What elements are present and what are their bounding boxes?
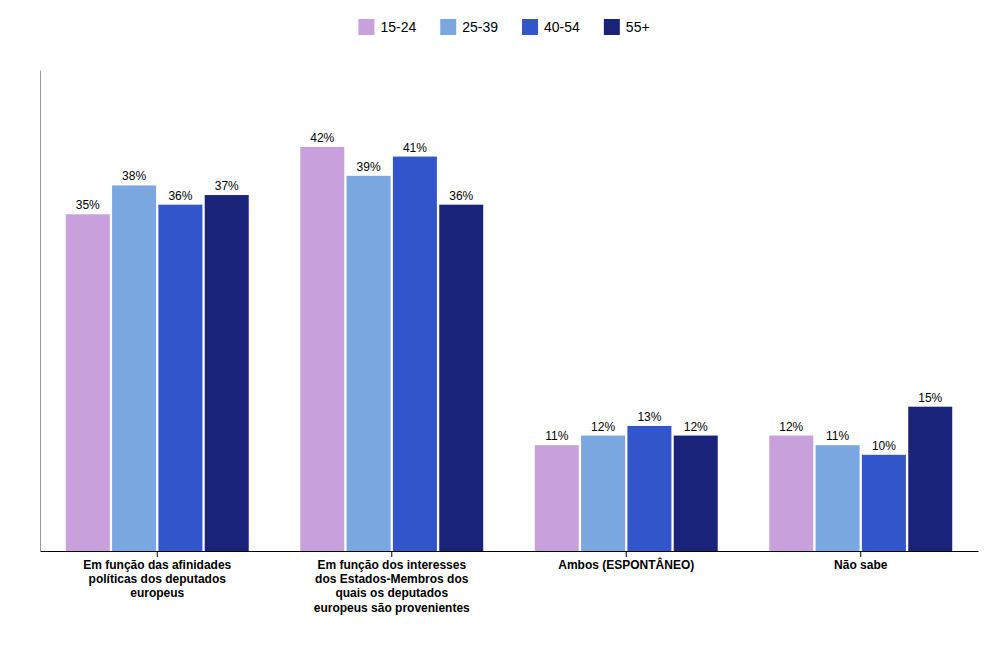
- data-label: 39%: [357, 160, 381, 174]
- x-tick-mark: [626, 551, 627, 557]
- x-tick-label-line: Não sabe: [834, 558, 888, 572]
- chart: 35% 42% 11% 12% 38% 39% 12% 11% 36% 41% 13% 10% 37% 3…: [0, 0, 1008, 661]
- data-label: 12%: [684, 420, 708, 434]
- x-tick-label-line: dos Estados-Membros dos: [315, 572, 469, 586]
- bar-series: [66, 147, 814, 551]
- bar: [347, 176, 391, 551]
- data-label: 41%: [403, 141, 427, 155]
- bars: [66, 147, 952, 551]
- data-labels: 35% 42% 11% 12% 38% 39% 12% 11% 36% 41% 13% 10% 37% 3…: [76, 131, 943, 453]
- x-axis: Em função das afinidadespolíticas dos de…: [41, 551, 979, 615]
- legend-label: 55+: [626, 19, 650, 35]
- bar: [439, 205, 483, 551]
- data-label: 36%: [168, 189, 192, 203]
- bar: [816, 445, 860, 551]
- data-label: 35%: [76, 198, 100, 212]
- x-tick-mark: [157, 551, 158, 557]
- x-tick-label-line: Em função das afinidades: [83, 558, 231, 572]
- x-tick-label-line: Em função dos interesses: [317, 558, 466, 572]
- bar: [769, 436, 813, 551]
- bar: [908, 407, 952, 551]
- bar-series: [112, 176, 860, 551]
- legend-swatch: [358, 19, 374, 35]
- legend-label: 25-39: [462, 19, 498, 35]
- x-tick: Ambos (ESPONTÂNEO): [558, 551, 694, 572]
- x-tick-label-line: políticas dos deputados: [89, 572, 227, 586]
- x-tick-mark: [860, 551, 861, 557]
- bar: [862, 455, 906, 551]
- data-label: 36%: [449, 189, 473, 203]
- bar: [112, 185, 156, 551]
- x-tick-label: Não sabe: [834, 558, 888, 572]
- data-label: 11%: [545, 429, 568, 443]
- x-tick-label-line: europeus: [130, 586, 184, 600]
- data-label: 38%: [122, 169, 146, 183]
- legend-item: 40-54: [522, 19, 580, 35]
- bar: [66, 214, 110, 551]
- data-label: 12%: [779, 420, 803, 434]
- x-tick: Em função dos interessesdos Estados-Memb…: [314, 551, 470, 615]
- bar: [674, 436, 718, 551]
- bar: [581, 436, 625, 551]
- x-tick-label-line: Ambos (ESPONTÂNEO): [558, 557, 694, 572]
- y-axis-line: [40, 71, 41, 552]
- x-tick: Em função das afinidadespolíticas dos de…: [83, 551, 231, 600]
- bar-series: [158, 157, 906, 551]
- legend-label: 15-24: [380, 19, 416, 35]
- data-label: 13%: [637, 410, 661, 424]
- bar: [393, 157, 437, 551]
- bar: [158, 205, 202, 551]
- bar: [205, 195, 249, 551]
- bar-series: [205, 195, 953, 551]
- legend-swatch: [604, 19, 620, 35]
- data-label: 12%: [591, 420, 615, 434]
- legend-item: 25-39: [440, 19, 498, 35]
- x-tick-mark: [391, 551, 392, 557]
- legend-label: 40-54: [544, 19, 580, 35]
- data-label: 37%: [215, 179, 239, 193]
- x-tick: Não sabe: [834, 551, 888, 572]
- x-axis-line: [41, 551, 979, 552]
- legend-swatch: [440, 19, 456, 35]
- legend-item: 55+: [604, 19, 650, 35]
- legend-item: 15-24: [358, 19, 416, 35]
- x-tick-label: Em função das afinidadespolíticas dos de…: [83, 558, 231, 601]
- legend: 15-24 25-39 40-54 55+: [358, 19, 649, 35]
- plot-area: 35% 42% 11% 12% 38% 39% 12% 11% 36% 41% 13% 10% 37% 3…: [41, 71, 979, 615]
- bar: [300, 147, 344, 551]
- data-label: 11%: [826, 429, 849, 443]
- x-tick-label: Ambos (ESPONTÂNEO): [558, 557, 694, 572]
- y-axis: [40, 71, 41, 552]
- bar: [535, 445, 579, 551]
- legend-swatch: [522, 19, 538, 35]
- data-label: 42%: [310, 131, 334, 145]
- x-tick-label: Em função dos interessesdos Estados-Memb…: [314, 558, 470, 615]
- data-label: 15%: [918, 391, 942, 405]
- x-tick-label-line: quais os deputados: [335, 586, 448, 600]
- data-label: 10%: [872, 439, 896, 453]
- bar: [627, 426, 671, 551]
- x-tick-label-line: europeus são provenientes: [314, 601, 470, 615]
